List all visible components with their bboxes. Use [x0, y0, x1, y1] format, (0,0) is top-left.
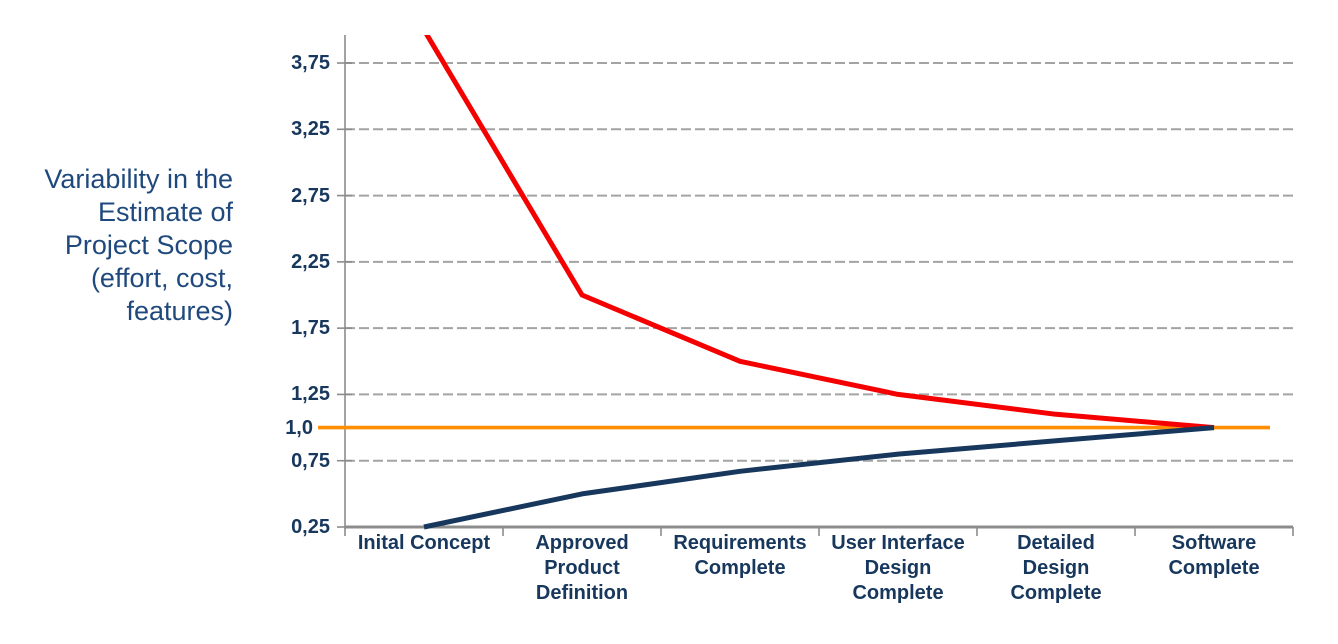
- y-tick-label: 0,25: [291, 516, 330, 538]
- x-category-label: Software Complete: [1168, 532, 1260, 579]
- y-axis-title: Variability in the Estimate of Project Sco…: [44, 164, 233, 326]
- x-category-label: Requirements Complete: [673, 532, 807, 579]
- x-category-label: Detailed Design Complete: [1010, 532, 1102, 604]
- upper-estimate-line: [424, 35, 1215, 431]
- lower-estimate-line: [423, 425, 1215, 530]
- x-category-label: User Interface Design Complete: [831, 532, 965, 604]
- series-layer: [423, 35, 1215, 530]
- y-tick-label: 3,25: [291, 118, 330, 141]
- y-tick-label: 2,25: [291, 250, 330, 273]
- y-tick-label: 1,0: [285, 416, 313, 439]
- gridlines-layer: [345, 62, 1293, 462]
- y-tick-label: 2,75: [291, 184, 330, 207]
- y-tick-label: 0,75: [291, 449, 330, 472]
- x-category-label: Inital Concept: [357, 532, 491, 554]
- y-tick-label: 1,75: [291, 317, 330, 340]
- axes-layer: [337, 35, 1294, 536]
- y-tick-label: 3,75: [291, 52, 330, 74]
- y-tick-label: 1,25: [291, 383, 330, 406]
- x-category-label: Approved Product Definition: [535, 532, 629, 604]
